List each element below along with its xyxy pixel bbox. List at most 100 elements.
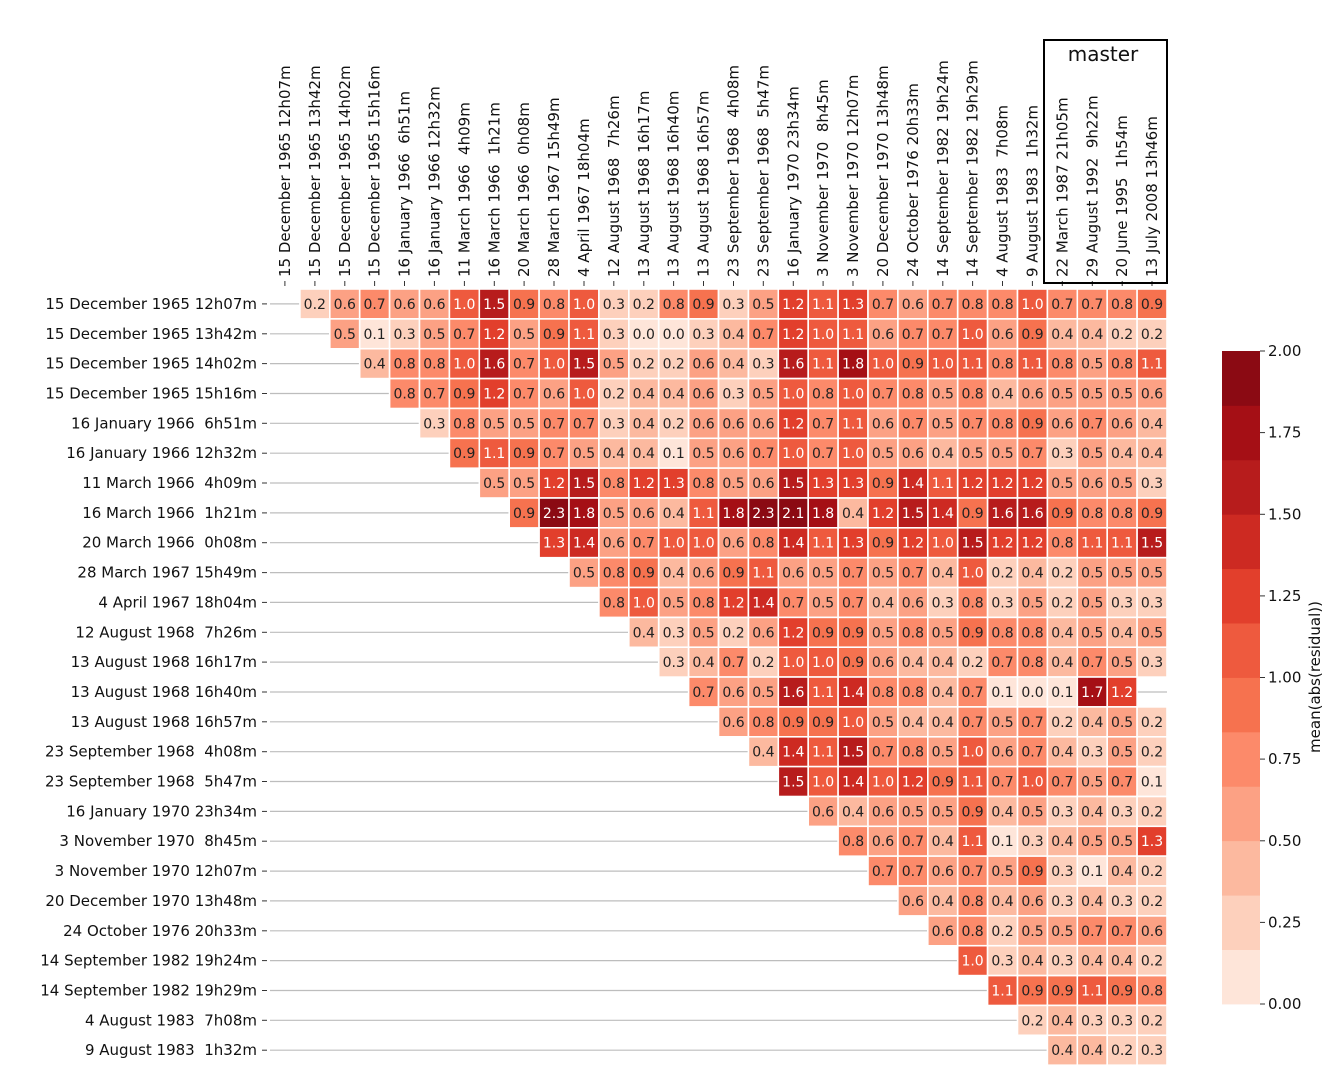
colorbar-segment bbox=[1222, 514, 1260, 570]
cell-value: 0.4 bbox=[722, 327, 744, 343]
cell-value: 0.5 bbox=[483, 416, 505, 432]
cell-value: 0.3 bbox=[692, 327, 714, 343]
column-label: 4 August 1983 7h08m bbox=[994, 105, 1012, 277]
cell-value: 0.5 bbox=[872, 446, 894, 462]
heatmap-cell bbox=[657, 586, 690, 619]
heatmap-cell bbox=[747, 616, 780, 649]
cell-value: 0.7 bbox=[961, 715, 983, 731]
cell-value: 1.1 bbox=[812, 536, 834, 552]
cell-value: 0.6 bbox=[902, 894, 924, 910]
column-label: 29 August 1992 9h22m bbox=[1083, 95, 1101, 277]
cell-value: 0.5 bbox=[872, 715, 894, 731]
cell-value: 0.9 bbox=[932, 775, 954, 791]
cell-value: 0.7 bbox=[872, 387, 894, 403]
cell-value: 0.5 bbox=[872, 566, 894, 582]
cell-value: 0.6 bbox=[872, 834, 894, 850]
colorbar-segment bbox=[1222, 786, 1260, 842]
column-label: 16 March 1966 1h21m bbox=[485, 102, 503, 277]
row-label: 14 September 1982 19h24m bbox=[40, 952, 257, 970]
master-label: master bbox=[1068, 42, 1139, 66]
heatmap-cell bbox=[1016, 676, 1049, 708]
cell-value: 1.4 bbox=[842, 775, 864, 791]
cell-value: 0.6 bbox=[603, 536, 625, 552]
column-label: 20 December 1970 13h48m bbox=[874, 65, 892, 277]
heatmap-cell bbox=[926, 288, 959, 320]
cell-value: 1.0 bbox=[782, 655, 804, 671]
heatmap-cell bbox=[807, 318, 839, 350]
cell-value: 0.9 bbox=[1051, 506, 1073, 522]
cell-value: 0.4 bbox=[842, 506, 864, 522]
cell-value: 0.4 bbox=[692, 655, 714, 671]
cell-value: 0.8 bbox=[1111, 357, 1133, 373]
cell-value: 1.1 bbox=[1081, 984, 1103, 1000]
cell-value: 1.4 bbox=[782, 745, 804, 761]
cell-value: 1.6 bbox=[1021, 506, 1043, 522]
heatmap-cell bbox=[478, 407, 510, 440]
heatmap-cell bbox=[1046, 556, 1079, 589]
cell-value: 1.0 bbox=[961, 954, 983, 970]
cell-value: 0.4 bbox=[1051, 327, 1073, 343]
cell-value: 0.7 bbox=[932, 297, 954, 313]
heatmap-cell bbox=[598, 467, 630, 499]
cell-value: 1.0 bbox=[543, 357, 565, 373]
heatmap-cell bbox=[837, 437, 869, 469]
cell-value: 0.9 bbox=[1141, 297, 1163, 313]
cell-value: 1.2 bbox=[1111, 685, 1133, 701]
cell-value: 0.4 bbox=[872, 595, 894, 611]
heatmap-cell bbox=[598, 556, 630, 589]
cell-value: 0.4 bbox=[663, 387, 685, 403]
cell-value: 1.2 bbox=[782, 327, 804, 343]
colorbar-tick-label: 1.00 bbox=[1268, 669, 1301, 687]
row-label: 16 January 1966 6h51m bbox=[71, 414, 257, 432]
cell-value: 0.9 bbox=[961, 804, 983, 820]
heatmap-cell bbox=[1106, 915, 1138, 947]
heatmap-cell bbox=[747, 735, 780, 768]
column-label: 16 January 1970 23h34m bbox=[784, 86, 802, 277]
cell-value: 0.7 bbox=[752, 446, 774, 462]
cell-value: 0.9 bbox=[782, 715, 804, 731]
cell-value: 1.5 bbox=[902, 506, 924, 522]
heatmap-cell bbox=[508, 467, 540, 499]
cell-value: 0.9 bbox=[842, 625, 864, 641]
cell-value: 0.2 bbox=[1141, 327, 1163, 343]
heatmap-cell bbox=[897, 377, 929, 410]
colorbar-segment bbox=[1222, 677, 1260, 733]
heatmap-cell bbox=[1136, 318, 1168, 350]
heatmap-cell bbox=[328, 318, 361, 350]
cell-value: 0.3 bbox=[1111, 894, 1133, 910]
cell-value: 1.1 bbox=[752, 566, 774, 582]
heatmap-cell bbox=[956, 825, 989, 857]
cell-value: 0.8 bbox=[991, 625, 1013, 641]
row-label: 13 August 1968 16h57m bbox=[71, 713, 257, 731]
column-label: 14 September 1982 19h29m bbox=[964, 60, 982, 277]
heatmap-cell bbox=[1136, 616, 1168, 649]
cell-value: 0.6 bbox=[872, 327, 894, 343]
cell-value: 0.3 bbox=[1051, 954, 1073, 970]
column-label: 16 January 1966 6h51m bbox=[396, 91, 414, 277]
cell-value: 1.6 bbox=[782, 357, 804, 373]
cell-value: 0.8 bbox=[1141, 984, 1163, 1000]
cell-value: 0.1 bbox=[991, 685, 1013, 701]
column-label: 20 March 1966 0h08m bbox=[515, 102, 533, 277]
heatmap-cells: 0.2 0.6 0.7 0.6 0.6 1.0 1.5 0.9 0.8 1.0 0.3 0.2 0.8 0… bbox=[299, 288, 1168, 1067]
colorbar-segment bbox=[1222, 623, 1260, 678]
cell-value: 0.6 bbox=[902, 446, 924, 462]
cell-value: 0.3 bbox=[722, 297, 744, 313]
heatmap-cell bbox=[717, 467, 750, 499]
cell-value: 0.7 bbox=[573, 416, 595, 432]
column-labels: 15 December 1965 12h07m 15 December 1965 … bbox=[276, 60, 1161, 286]
heatmap-cell bbox=[837, 676, 869, 708]
cell-value: 0.8 bbox=[961, 894, 983, 910]
cell-value: 0.1 bbox=[991, 834, 1013, 850]
cell-value: 0.3 bbox=[1141, 595, 1163, 611]
heatmap-cell bbox=[747, 347, 780, 380]
cell-value: 0.5 bbox=[1051, 387, 1073, 403]
cell-value: 0.3 bbox=[663, 655, 685, 671]
heatmap-cell bbox=[867, 377, 899, 410]
heatmap-cell bbox=[926, 795, 959, 828]
heatmap-cell bbox=[627, 437, 660, 469]
cell-value: 0.4 bbox=[722, 357, 744, 373]
cell-value: 0.8 bbox=[1111, 297, 1133, 313]
cell-value: 0.4 bbox=[932, 446, 954, 462]
cell-value: 0.5 bbox=[1111, 476, 1133, 492]
